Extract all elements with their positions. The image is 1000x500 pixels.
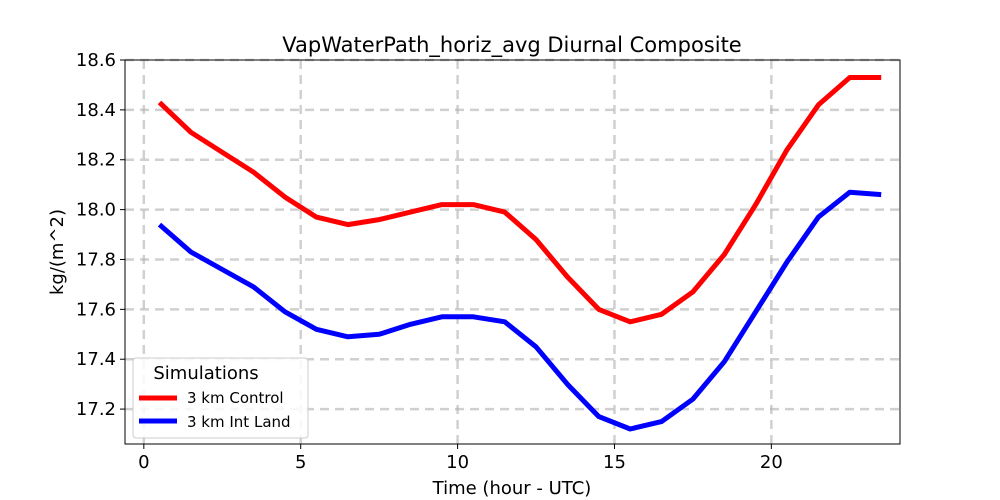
legend: Simulations 3 km Control 3 km Int Land xyxy=(132,357,309,439)
plot-frame xyxy=(124,59,901,445)
x-axis-label: Time (hour - UTC) xyxy=(432,478,592,499)
x-tick-label: 10 xyxy=(446,452,469,473)
legend-box xyxy=(132,357,309,439)
x-axis: 0 5 10 15 20 xyxy=(138,444,783,473)
x-tick-label: 15 xyxy=(603,452,626,473)
chart-title: VapWaterPath_horiz_avg Diurnal Composite xyxy=(282,33,741,58)
y-tick-label: 17.4 xyxy=(76,349,116,370)
legend-label-control: 3 km Control xyxy=(187,389,284,407)
y-tick-label: 18.6 xyxy=(76,50,116,71)
y-tick-label: 17.2 xyxy=(76,399,116,420)
x-tick-label: 5 xyxy=(295,452,306,473)
series-lines xyxy=(157,75,882,432)
legend-title: Simulations xyxy=(153,363,258,384)
y-tick-label: 18.0 xyxy=(76,200,116,221)
series-line-0 xyxy=(157,75,882,325)
y-tick-label: 18.4 xyxy=(76,100,116,121)
y-axis-label: kg/(m^2) xyxy=(47,209,68,295)
y-axis: 17.2 17.4 17.6 17.8 18.0 18.2 18.4 18.6 xyxy=(76,50,125,420)
x-tick-label: 20 xyxy=(760,452,783,473)
series-line-1 xyxy=(157,189,882,432)
legend-label-int-land: 3 km Int Land xyxy=(187,413,291,431)
x-tick-label: 0 xyxy=(138,452,149,473)
y-tick-label: 17.6 xyxy=(76,299,116,320)
y-tick-label: 18.2 xyxy=(76,150,116,171)
y-tick-label: 17.8 xyxy=(76,249,116,270)
